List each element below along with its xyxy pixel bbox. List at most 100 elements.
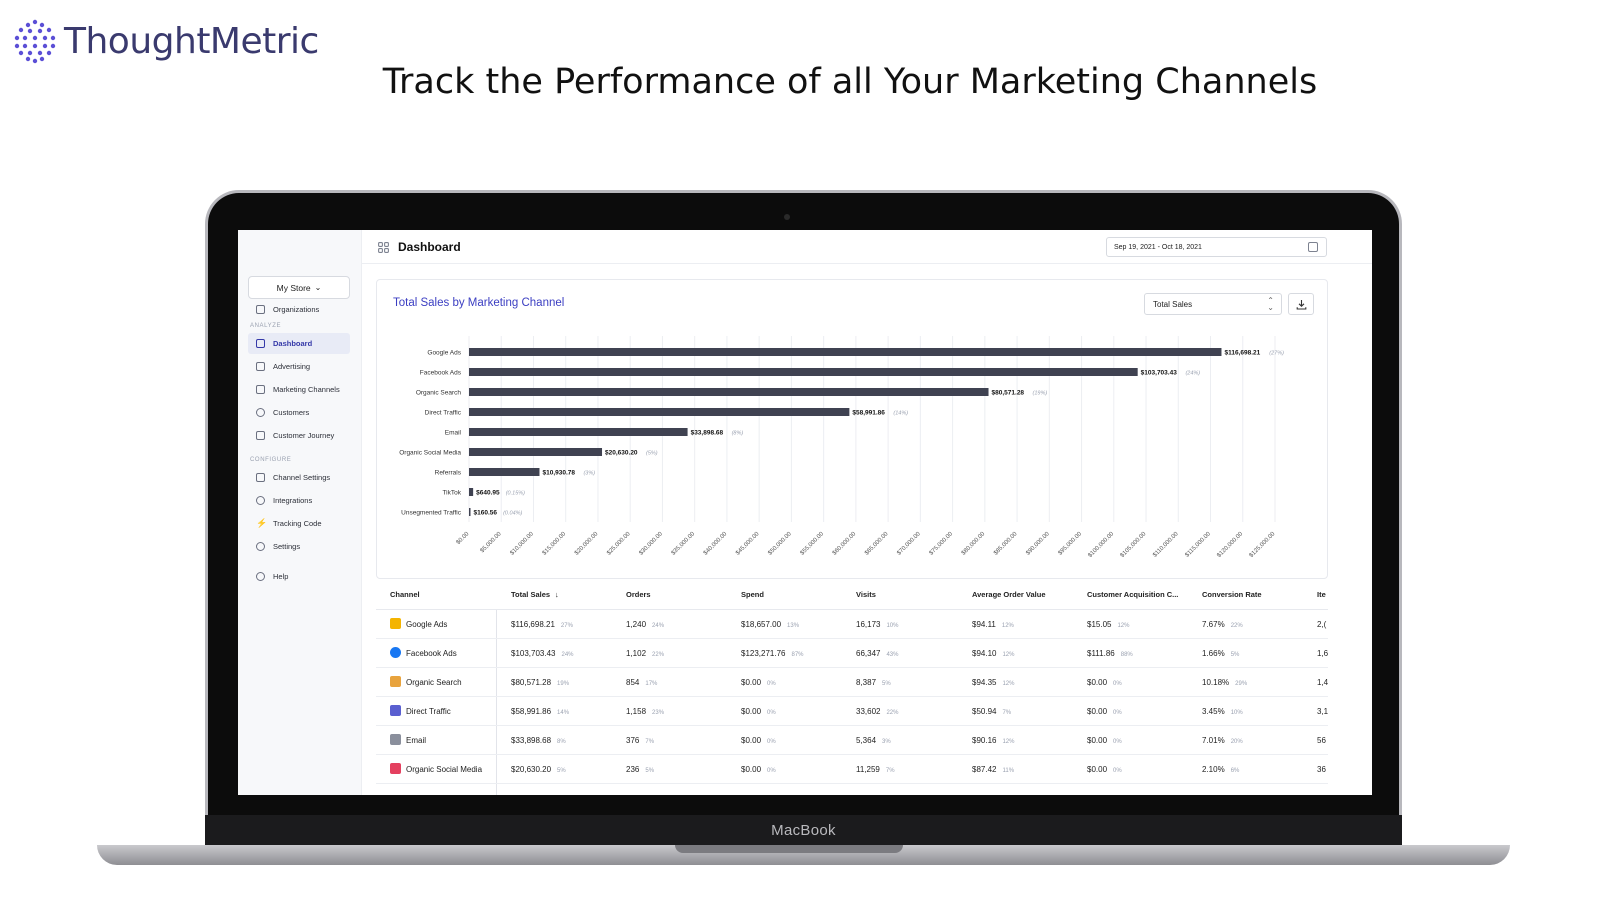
category-label: Unsegmented Traffic [401,510,462,517]
cell-value: $0.00 [1087,678,1108,687]
section-title-configure: CONFIGURE [250,457,292,463]
brand-name: ThoughtMetric [64,20,319,62]
google-ads-icon [390,618,401,629]
cell-share: 10% [1230,710,1243,716]
column-header[interactable]: Orders [626,590,651,599]
sidebar-item-advertising[interactable]: Advertising [248,356,350,377]
table-cell: 1,240 24% [626,620,664,629]
route-icon [256,431,265,440]
cell-share: 10% [886,623,899,629]
table-row[interactable]: Email $33,898.68 8% 376 7% $0.00 0% 5,364 3% $90.… [376,726,1328,755]
channel-name: Google Ads [406,620,448,629]
table-cell: $0.00 0% [1087,678,1122,687]
cell-share: 24% [652,623,665,629]
channel-name: Facebook Ads [406,649,457,658]
cell-value: 1,6 [1317,649,1329,658]
cell-value: $87.42 [972,765,997,774]
column-header[interactable]: Spend [741,590,764,599]
plus-circle-icon [256,496,265,505]
column-header[interactable]: Channel [390,590,420,599]
cell-share: 3% [882,739,891,745]
table-cell: $20,630.20 5% [511,765,566,774]
bar [469,388,989,396]
sidebar-item-tracking-code[interactable]: ⚡ Tracking Code [248,513,350,534]
column-header[interactable]: Customer Acquisition C... [1087,590,1179,599]
cell-value: $103,703.43 [511,649,556,658]
column-header[interactable]: Visits [856,590,876,599]
cell-value: 7.67% [1202,620,1225,629]
share-label: (0.15%) [506,491,525,497]
category-label: Organic Social Media [399,450,461,457]
cell-value: $94.11 [972,620,996,629]
value-label: $33,898.68 [691,430,724,437]
x-tick-label: $120,000.00 [1216,531,1244,559]
table-cell: $123,271.76 87% [741,649,804,658]
table-cell: $0.00 0% [741,765,776,774]
x-tick-label: $25,000.00 [606,531,632,557]
sidebar-item-channel-settings[interactable]: Channel Settings [248,467,350,488]
cell-value: $0.00 [741,707,762,716]
mail-icon [390,734,401,745]
sidebar-item-help[interactable]: Help [248,566,350,587]
x-tick-label: $125,000.00 [1249,531,1277,559]
column-header[interactable]: Conversion Rate [1202,590,1262,599]
channel-name: Organic Social Media [406,765,483,774]
table-cell: $0.00 0% [741,736,776,745]
x-tick-label: $15,000.00 [542,531,568,557]
cell-value: 376 [626,736,640,745]
sidebar-item-organizations[interactable]: Organizations [248,299,350,320]
date-range-picker[interactable]: Sep 19, 2021 - Oct 18, 2021 [1106,237,1327,257]
cell-value: 16,173 [856,620,881,629]
camera-icon [784,214,790,220]
value-label: $116,698.21 [1224,350,1260,357]
sidebar-item-customers[interactable]: Customers [248,402,350,423]
x-tick-label: $55,000.00 [800,531,826,557]
channel-name: Email [406,736,427,745]
sidebar-item-integrations[interactable]: Integrations [248,490,350,511]
cell-share: 0% [1113,681,1122,687]
sidebar-item-settings[interactable]: Settings [248,536,350,557]
x-tick-label: $75,000.00 [929,531,955,557]
download-icon [1296,299,1306,310]
download-button[interactable] [1288,293,1314,315]
cell-value: $18,657.00 [741,620,782,629]
cell-share: 7% [1002,710,1012,716]
table-row[interactable]: Organic Social Media $20,630.20 5% 236 5% $0.… [376,755,1328,784]
cell-value: 3.45% [1202,707,1225,716]
table-row[interactable]: Facebook Ads $103,703.43 24% 1,102 22% $123,2… [376,639,1328,668]
sidebar-item-dashboard[interactable]: Dashboard [248,333,350,354]
column-header[interactable]: Ite [1317,590,1326,599]
share-label: (14%) [893,411,908,417]
cell-value: 1,4 [1317,678,1329,687]
channel-name: Direct Traffic [406,707,451,716]
value-label: $103,703.43 [1141,370,1178,377]
bar [469,368,1138,376]
column-divider [496,610,497,795]
table-cell: 5,364 3% [856,736,891,745]
sidebar-item-label: Help [273,572,289,581]
table-cell: 854 17% [626,678,657,687]
cell-share: 27% [560,623,573,629]
table-row[interactable]: Organic Search $80,571.28 19% 854 17% $0.00 0%… [376,668,1328,697]
column-header[interactable]: Total Sales ↓ [511,590,559,599]
table-cell: 10.18% 29% [1202,678,1247,687]
search-icon [390,676,401,687]
column-header[interactable]: Average Order Value [972,590,1046,599]
calendar-icon [1308,242,1318,252]
x-tick-label: $30,000.00 [638,531,664,557]
metric-select[interactable]: Total Sales ⌃ ⌄ [1144,293,1282,315]
value-label: $160.56 [474,510,498,517]
sales-bar-chart: $0.00 $5,000.00 $10,000.00 $15,000.00 $20,00… [399,336,1284,559]
table-cell: 376 7% [626,736,654,745]
page-title: Dashboard [398,240,461,254]
sidebar-item-customer-journey[interactable]: Customer Journey [248,425,350,446]
table-row[interactable]: Direct Traffic $58,991.86 14% 1,158 23% $0.00… [376,697,1328,726]
x-tick-label: $90,000.00 [1025,531,1051,557]
table-cell: $116,698.21 27% [511,620,573,629]
sidebar-item-marketing-channels[interactable]: Marketing Channels [248,379,350,400]
store-selector[interactable]: My Store ⌄ [248,276,350,299]
cell-value: 1,102 [626,649,647,658]
table-row[interactable]: Google Ads $116,698.21 27% 1,240 24% $18,657.… [376,610,1328,639]
category-label: TikTok [442,490,461,497]
cell-share: 5% [645,768,655,774]
